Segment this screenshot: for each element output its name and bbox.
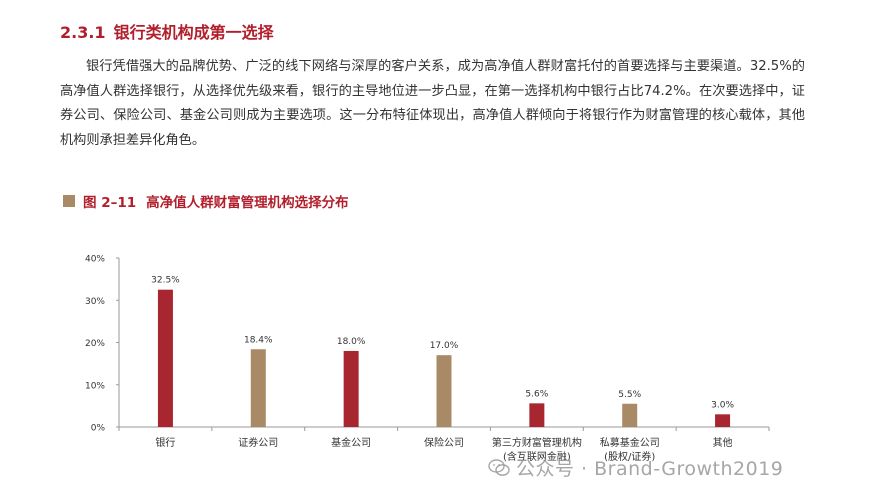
figure-marker-square	[63, 195, 75, 207]
bar-value-label: 3.0%	[711, 400, 734, 410]
watermark: 公众号 · Brand-Growth2019	[488, 454, 783, 481]
figure-title: 高净值人群财富管理机构选择分布	[146, 195, 349, 211]
bar-value-label: 5.5%	[618, 390, 641, 400]
section-heading: 2.3.1 银行类机构成第一选择	[60, 19, 274, 43]
y-tick-label: 20%	[85, 339, 105, 349]
x-category-label: 私募基金公司	[600, 436, 660, 449]
bar	[529, 403, 545, 427]
x-category-label: 基金公司	[331, 436, 371, 449]
bar	[715, 414, 731, 427]
x-category-label: 保险公司	[424, 436, 464, 449]
bar	[157, 289, 173, 427]
bar	[436, 355, 452, 427]
bar-value-label: 5.6%	[525, 389, 548, 399]
y-tick-label: 40%	[85, 255, 105, 265]
watermark-text: 公众号 · Brand-Growth2019	[516, 458, 784, 480]
x-category-label: (股权/证券)	[604, 450, 655, 463]
figure-number: 图 2–11	[83, 195, 137, 211]
wechat-icon	[488, 458, 510, 476]
x-category-label: 其他	[713, 436, 733, 449]
section-number: 2.3.1	[60, 23, 106, 42]
x-category-label: 银行	[155, 436, 175, 449]
section-title: 银行类机构成第一选择	[113, 23, 274, 42]
body-paragraph: 银行凭借强大的品牌优势、广泛的线下网络与深厚的客户关系，成为高净值人群财富托付的…	[60, 59, 805, 148]
bar	[250, 349, 266, 427]
x-category-label: 第三方财富管理机构	[492, 436, 582, 449]
y-tick-label: 10%	[85, 381, 105, 391]
bar-value-label: 18.0%	[337, 337, 366, 347]
bar	[622, 403, 638, 427]
y-tick-label: 0%	[91, 424, 106, 434]
figure-caption: 图 2–11 高净值人群财富管理机构选择分布	[63, 191, 349, 211]
x-category-label: (含互联网金融)	[503, 450, 571, 463]
bar-value-label: 18.4%	[244, 335, 273, 345]
y-tick-label: 30%	[85, 297, 105, 307]
bar-value-label: 17.0%	[430, 341, 459, 351]
bar	[343, 350, 359, 427]
bar-value-label: 32.5%	[151, 276, 180, 286]
x-category-label: 证券公司	[238, 436, 278, 449]
